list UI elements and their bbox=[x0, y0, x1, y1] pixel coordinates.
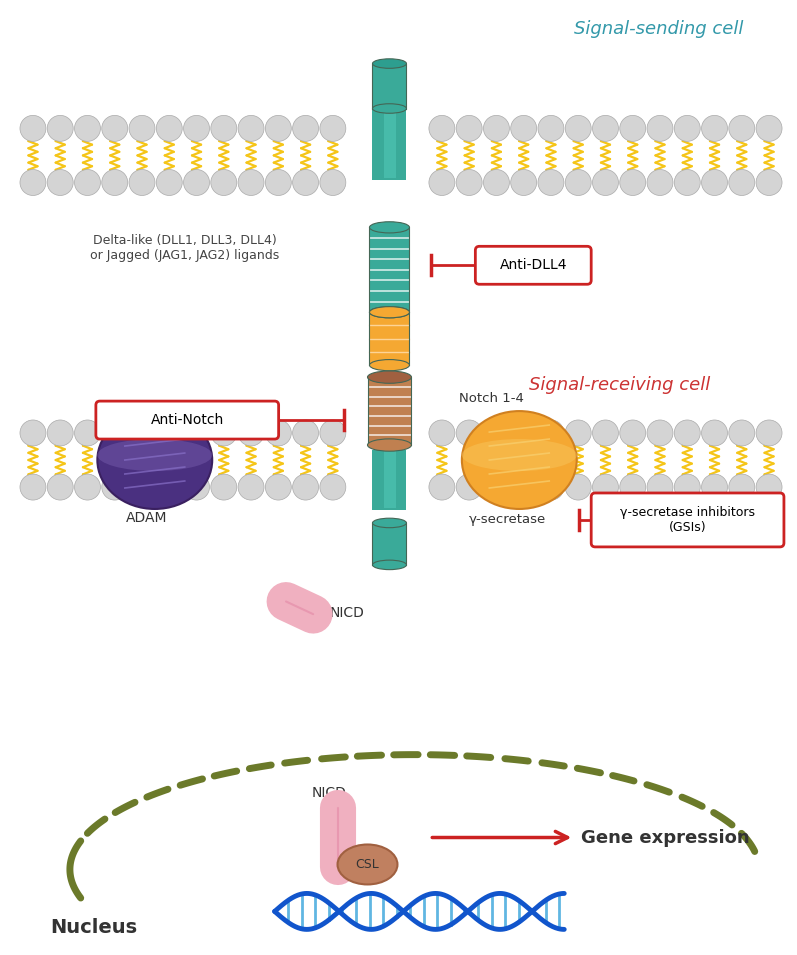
Bar bbox=[372, 111, 406, 180]
Circle shape bbox=[592, 474, 618, 500]
Circle shape bbox=[674, 170, 701, 196]
Circle shape bbox=[320, 474, 346, 500]
FancyBboxPatch shape bbox=[475, 246, 591, 285]
Circle shape bbox=[102, 170, 128, 196]
Circle shape bbox=[538, 474, 564, 500]
Circle shape bbox=[429, 474, 455, 500]
Circle shape bbox=[701, 474, 728, 500]
Circle shape bbox=[156, 474, 183, 500]
Circle shape bbox=[456, 420, 482, 446]
Circle shape bbox=[238, 170, 264, 196]
Circle shape bbox=[211, 170, 237, 196]
Ellipse shape bbox=[370, 307, 410, 318]
Circle shape bbox=[429, 116, 455, 141]
Circle shape bbox=[620, 420, 646, 446]
Text: NICD: NICD bbox=[312, 786, 347, 799]
Circle shape bbox=[484, 420, 509, 446]
Ellipse shape bbox=[367, 439, 411, 451]
Circle shape bbox=[620, 170, 646, 196]
Circle shape bbox=[701, 420, 728, 446]
Circle shape bbox=[74, 116, 100, 141]
Circle shape bbox=[156, 116, 183, 141]
Circle shape bbox=[102, 474, 128, 500]
Text: Delta-like (DLL1, DLL3, DLL4)
or Jagged (JAG1, JAG2) ligands: Delta-like (DLL1, DLL3, DLL4) or Jagged … bbox=[90, 234, 280, 263]
Circle shape bbox=[292, 170, 319, 196]
Circle shape bbox=[484, 474, 509, 500]
Circle shape bbox=[292, 474, 319, 500]
Circle shape bbox=[320, 116, 346, 141]
Text: Gene expression: Gene expression bbox=[581, 829, 750, 846]
Text: Notch 1-4: Notch 1-4 bbox=[459, 392, 524, 405]
Bar bbox=[384, 111, 396, 179]
Circle shape bbox=[728, 474, 755, 500]
Circle shape bbox=[674, 420, 701, 446]
Circle shape bbox=[47, 474, 73, 500]
Circle shape bbox=[156, 170, 183, 196]
Circle shape bbox=[47, 170, 73, 196]
Text: Signal-sending cell: Signal-sending cell bbox=[575, 20, 744, 37]
Circle shape bbox=[565, 420, 591, 446]
Circle shape bbox=[238, 474, 264, 500]
Ellipse shape bbox=[370, 307, 410, 318]
Circle shape bbox=[20, 170, 46, 196]
Circle shape bbox=[511, 170, 536, 196]
Circle shape bbox=[456, 170, 482, 196]
Bar bbox=[372, 64, 406, 109]
Circle shape bbox=[674, 116, 701, 141]
Circle shape bbox=[20, 420, 46, 446]
Circle shape bbox=[211, 474, 237, 500]
Ellipse shape bbox=[97, 411, 212, 509]
Text: NICD: NICD bbox=[329, 605, 364, 620]
Circle shape bbox=[183, 170, 210, 196]
Circle shape bbox=[156, 420, 183, 446]
Circle shape bbox=[429, 420, 455, 446]
Circle shape bbox=[211, 420, 237, 446]
Circle shape bbox=[647, 116, 673, 141]
Bar bbox=[367, 377, 411, 445]
Circle shape bbox=[20, 474, 46, 500]
Circle shape bbox=[238, 116, 264, 141]
Circle shape bbox=[47, 420, 73, 446]
Ellipse shape bbox=[372, 104, 406, 114]
Text: Anti-Notch: Anti-Notch bbox=[151, 414, 224, 427]
Circle shape bbox=[565, 116, 591, 141]
Text: Anti-DLL4: Anti-DLL4 bbox=[500, 258, 567, 272]
Ellipse shape bbox=[372, 59, 406, 69]
Circle shape bbox=[211, 116, 237, 141]
Circle shape bbox=[538, 116, 564, 141]
Circle shape bbox=[320, 420, 346, 446]
Circle shape bbox=[102, 116, 128, 141]
Circle shape bbox=[756, 170, 782, 196]
Circle shape bbox=[565, 170, 591, 196]
Circle shape bbox=[511, 116, 536, 141]
Circle shape bbox=[756, 474, 782, 500]
Circle shape bbox=[292, 116, 319, 141]
Text: γ-secretase inhibitors
(GSIs): γ-secretase inhibitors (GSIs) bbox=[620, 506, 755, 534]
Ellipse shape bbox=[462, 411, 577, 509]
Circle shape bbox=[183, 420, 210, 446]
Circle shape bbox=[265, 420, 292, 446]
Circle shape bbox=[701, 170, 728, 196]
Circle shape bbox=[484, 116, 509, 141]
Circle shape bbox=[74, 170, 100, 196]
Circle shape bbox=[565, 474, 591, 500]
Circle shape bbox=[47, 116, 73, 141]
Circle shape bbox=[102, 420, 128, 446]
Text: Signal-receiving cell: Signal-receiving cell bbox=[528, 376, 710, 394]
Text: γ-secretase: γ-secretase bbox=[469, 514, 546, 526]
Circle shape bbox=[538, 420, 564, 446]
Text: ADAM: ADAM bbox=[126, 511, 167, 525]
Bar bbox=[372, 450, 406, 510]
Ellipse shape bbox=[338, 844, 398, 884]
Circle shape bbox=[265, 170, 292, 196]
Circle shape bbox=[129, 170, 155, 196]
Ellipse shape bbox=[367, 371, 411, 383]
Circle shape bbox=[511, 420, 536, 446]
Circle shape bbox=[265, 474, 292, 500]
Circle shape bbox=[74, 474, 100, 500]
Ellipse shape bbox=[97, 439, 212, 471]
Bar bbox=[370, 312, 410, 365]
Circle shape bbox=[701, 116, 728, 141]
Text: Nucleus: Nucleus bbox=[50, 918, 137, 937]
Bar bbox=[372, 523, 406, 564]
